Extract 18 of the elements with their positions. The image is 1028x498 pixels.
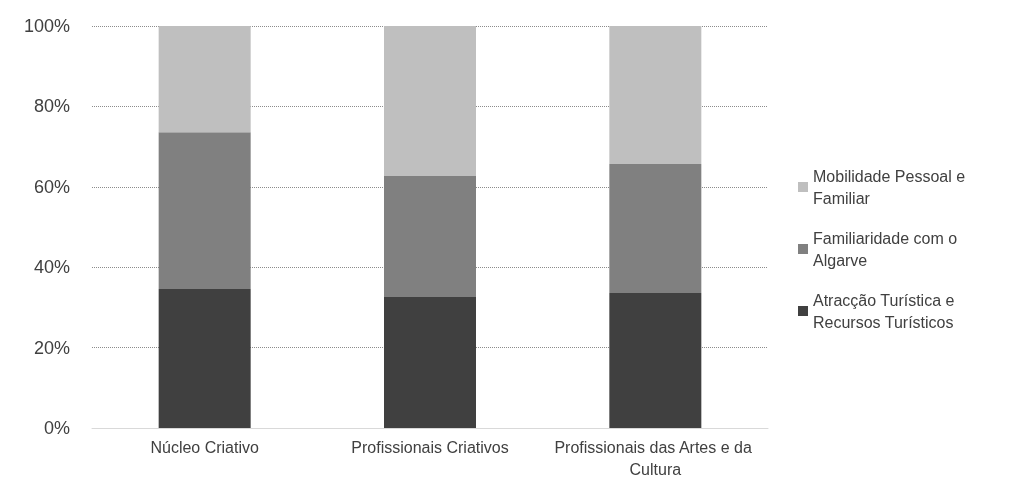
y-tick-label: 60%: [33, 176, 70, 197]
bar: [158, 288, 251, 428]
bar: [384, 26, 476, 176]
y-tick-label: 20%: [33, 337, 70, 358]
bar: [609, 26, 702, 164]
bar: [384, 296, 476, 428]
bar: [609, 292, 702, 428]
bar: [158, 26, 251, 133]
legend-label: Familiaridade com o Algarve: [813, 229, 962, 269]
legend-label: Mobilidade Pessoal e Familiar: [813, 167, 970, 207]
x-tick-label: Profissionais das Artes e da Cultura: [554, 438, 757, 478]
y-tick-label: 0%: [43, 418, 70, 438]
y-tick-label: 80%: [33, 96, 70, 117]
legend-label: Atracção Turística e Recursos Turísticos: [813, 291, 959, 331]
y-tick-label: 100%: [23, 16, 70, 36]
y-tick-label: 40%: [33, 257, 70, 278]
x-tick-label: Núcleo Criativo: [150, 438, 260, 456]
x-tick-label: Profissionais Criativos: [351, 438, 509, 456]
